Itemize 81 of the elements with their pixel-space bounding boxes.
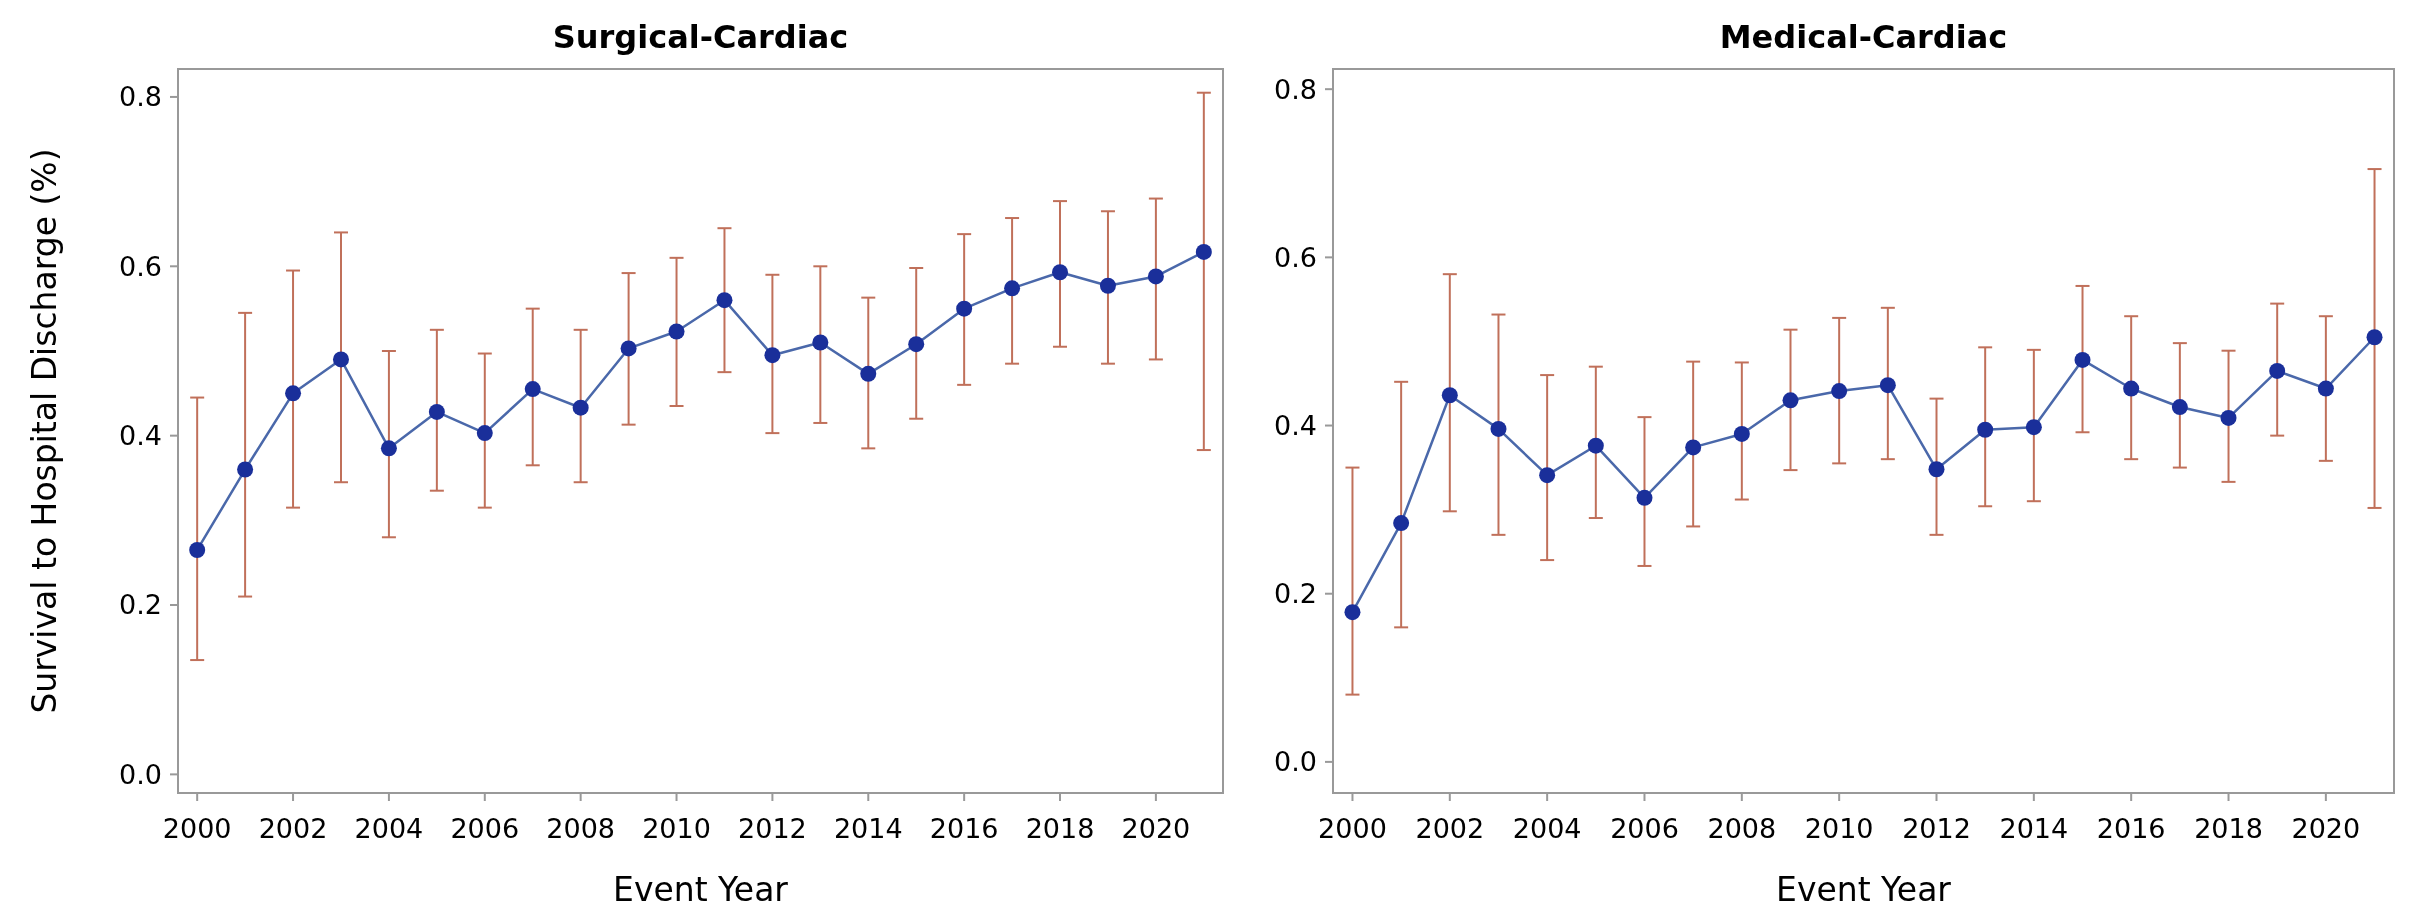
point <box>1782 392 1799 409</box>
point <box>1928 461 1945 478</box>
x-tick-label: 2020 <box>2291 813 2361 844</box>
point <box>380 440 397 457</box>
point <box>1147 268 1164 285</box>
point <box>2074 351 2091 368</box>
point <box>1195 243 1212 260</box>
point <box>2123 380 2140 397</box>
point <box>1831 383 1848 400</box>
point <box>956 300 973 317</box>
point <box>1587 437 1604 454</box>
x-tick-label: 2014 <box>833 813 903 844</box>
point <box>1441 387 1458 404</box>
point <box>1004 280 1021 297</box>
y-tick-label: 0.6 <box>119 250 162 282</box>
point <box>1879 377 1896 394</box>
point <box>1733 425 1750 442</box>
point <box>332 351 349 368</box>
x-tick-label: 2002 <box>1415 813 1485 844</box>
x-tick-label: 2002 <box>258 813 328 844</box>
point <box>668 323 685 340</box>
point <box>716 292 733 309</box>
x-tick-label: 2010 <box>1804 813 1874 844</box>
x-axis-title: Event Year <box>1776 870 1952 909</box>
x-tick-label: 2008 <box>1707 813 1777 844</box>
x-tick-label: 2016 <box>2096 813 2166 844</box>
point <box>764 347 781 364</box>
x-tick-label: 2010 <box>642 813 711 844</box>
x-tick-label: 2012 <box>1902 813 1971 844</box>
point <box>860 365 877 382</box>
x-tick-label: 2006 <box>450 813 520 844</box>
point <box>1977 421 1994 438</box>
point <box>476 425 493 442</box>
x-tick-label: 2014 <box>1999 813 2069 844</box>
y-tick-label: 0.4 <box>119 420 162 452</box>
y-tick-label: 0.0 <box>119 758 162 790</box>
y-tick-label: 0.2 <box>119 589 162 621</box>
x-tick-label: 2000 <box>1318 813 1387 844</box>
point <box>2317 380 2334 397</box>
x-tick-label: 2018 <box>2194 813 2263 844</box>
x-tick-label: 2004 <box>1512 813 1582 844</box>
point <box>1636 489 1653 506</box>
point <box>2269 362 2286 379</box>
point <box>1344 604 1361 621</box>
point <box>812 334 829 351</box>
y-tick-label: 0.6 <box>1274 241 1317 273</box>
x-tick-label: 2016 <box>929 813 999 844</box>
point <box>285 385 302 402</box>
point <box>1539 467 1556 484</box>
chart-title: Medical-Cardiac <box>1719 18 2008 56</box>
point <box>1685 439 1702 456</box>
x-axis-title: Event Year <box>613 870 789 909</box>
x-tick-label: 2012 <box>738 813 807 844</box>
x-tick-label: 2008 <box>546 813 616 844</box>
x-tick-label: 2000 <box>162 813 232 844</box>
y-tick-label: 0.4 <box>1274 409 1317 441</box>
x-tick-label: 2020 <box>1121 813 1191 844</box>
y-axis-title: Survival to Hospital Discharge (%) <box>25 148 64 714</box>
point <box>1099 277 1116 294</box>
point <box>189 541 206 558</box>
y-tick-label: 0.2 <box>1274 578 1317 610</box>
point <box>2366 329 2383 346</box>
y-tick-label: 0.8 <box>119 81 162 113</box>
chart-title: Surgical-Cardiac <box>552 18 849 56</box>
point <box>1490 420 1507 437</box>
point <box>908 336 925 353</box>
point <box>524 381 541 398</box>
x-tick-label: 2004 <box>354 813 424 844</box>
point <box>2220 409 2237 426</box>
y-tick-label: 0.0 <box>1274 746 1317 778</box>
point <box>620 340 637 357</box>
point <box>428 403 445 420</box>
point <box>237 461 254 478</box>
y-tick-label: 0.8 <box>1274 73 1317 105</box>
point <box>2171 399 2188 416</box>
point <box>1393 515 1410 532</box>
point <box>1052 264 1069 281</box>
x-tick-label: 2018 <box>1025 813 1095 844</box>
point <box>2025 419 2042 436</box>
x-tick-label: 2006 <box>1610 813 1679 844</box>
point <box>572 399 589 416</box>
